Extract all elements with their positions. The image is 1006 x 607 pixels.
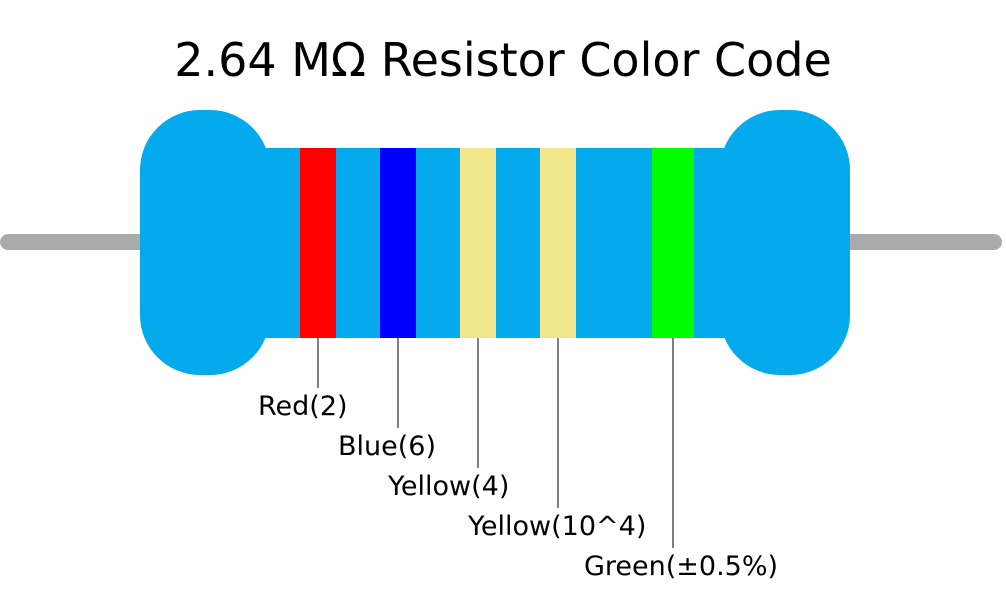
- band-1: [300, 148, 336, 338]
- band-label-1: Red(2): [258, 391, 348, 422]
- resistor-end-cap-left: [140, 110, 270, 375]
- band-label-2: Blue(6): [338, 431, 436, 462]
- band-4: [540, 148, 576, 338]
- resistor-end-cap-right: [720, 110, 850, 375]
- diagram-title: 2.64 MΩ Resistor Color Code: [174, 33, 832, 87]
- band-label-4: Yellow(10^4): [467, 511, 646, 542]
- band-2: [380, 148, 416, 338]
- band-5: [652, 148, 694, 338]
- band-label-3: Yellow(4): [387, 471, 509, 502]
- band-3: [460, 148, 496, 338]
- band-label-5: Green(±0.5%): [584, 551, 778, 582]
